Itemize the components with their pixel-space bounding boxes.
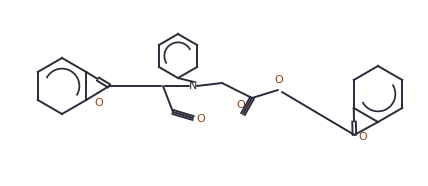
- Text: O: O: [275, 75, 283, 85]
- Text: N: N: [189, 81, 197, 91]
- Text: O: O: [94, 98, 103, 108]
- Text: O: O: [359, 132, 368, 142]
- Text: O: O: [237, 100, 245, 110]
- Text: O: O: [196, 114, 205, 124]
